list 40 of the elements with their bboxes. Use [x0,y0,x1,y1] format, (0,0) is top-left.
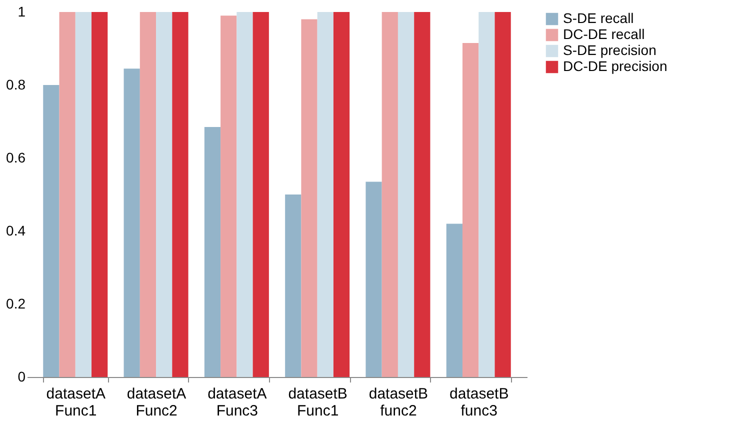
bar [92,12,108,377]
bar [124,68,140,377]
x-tick-label: datasetB func2 [368,386,428,420]
y-tick-label: 0 [18,368,26,384]
bar [366,182,382,377]
bar [398,12,414,377]
bar [43,85,60,377]
bar [204,126,221,377]
bar [382,12,398,377]
bar [478,12,495,377]
bar [462,43,479,377]
bar [414,12,430,377]
bar [156,12,172,377]
y-tick-label: 0.4 [6,222,26,238]
bar [446,224,462,377]
bar [236,12,253,377]
bar [252,12,269,377]
y-tick-label: 0.2 [6,296,26,312]
bar [494,12,511,377]
y-tick-label: 1 [18,4,26,20]
y-tick-label: 0.6 [6,150,26,166]
legend-label: DC-DE recall [563,26,645,42]
legend-label: S-DE recall [563,10,634,26]
bar [140,12,156,377]
bar [220,16,237,377]
x-tick-label: datasetB Func1 [288,386,348,420]
x-tick-label: datasetB func3 [450,386,509,420]
bar [285,194,302,377]
y-tick-label: 0.8 [6,76,26,92]
bar [172,12,188,377]
legend-label: DC-DE precision [563,58,668,74]
bar [317,12,334,377]
bar [75,12,92,377]
x-tick-label: datasetA Func2 [126,386,186,420]
bar [333,12,350,377]
bar [59,12,76,377]
legend-label: S-DE precision [563,42,656,58]
x-tick-label: datasetA Func1 [46,386,106,420]
bar [301,19,318,377]
x-tick-label: datasetA Func3 [208,386,267,420]
